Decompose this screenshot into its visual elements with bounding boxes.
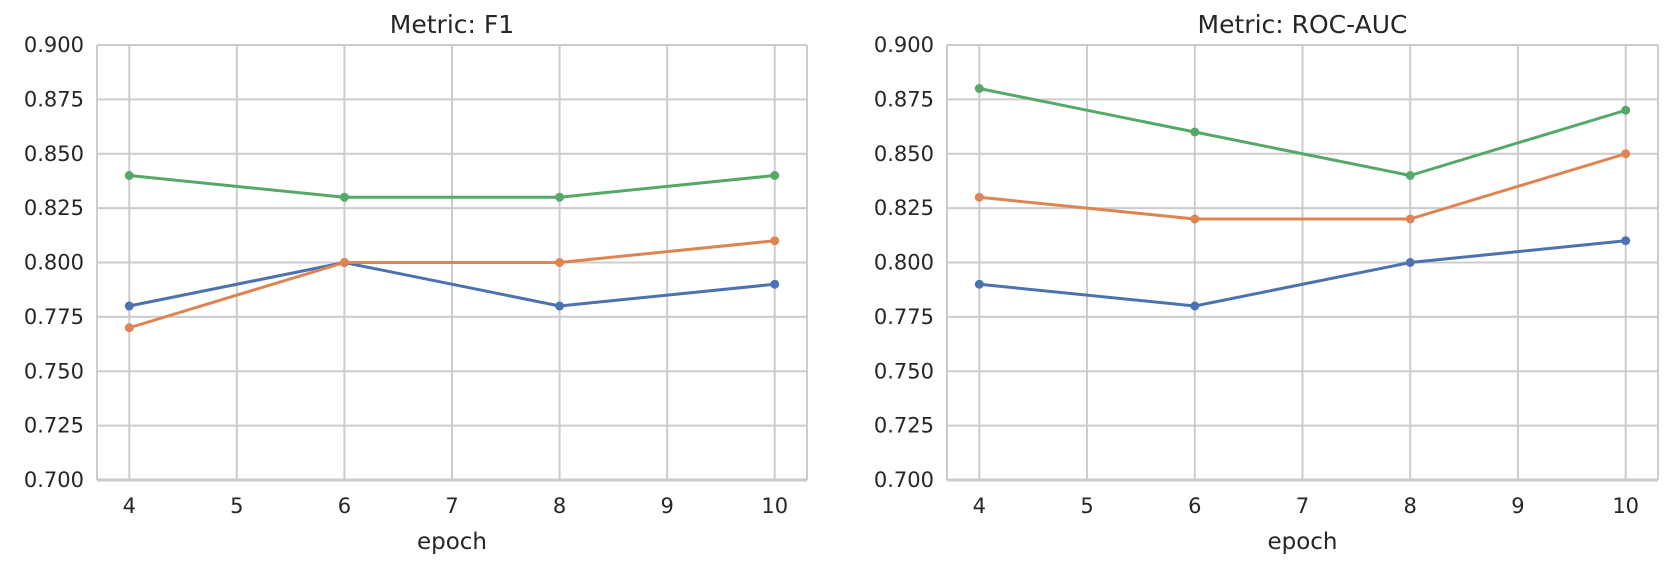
series-line-green xyxy=(977,87,1628,177)
data-point-orange xyxy=(770,236,780,246)
y-tick-label: 0.725 xyxy=(24,414,84,438)
series-line-blue xyxy=(977,239,1628,308)
data-point-green xyxy=(124,171,134,180)
chart-title: Metric: F1 xyxy=(390,10,514,39)
y-tick-label: 0.725 xyxy=(874,414,934,438)
x-tick-label: 9 xyxy=(1511,494,1524,518)
y-tick-label: 0.775 xyxy=(874,305,934,329)
data-point-orange xyxy=(1621,149,1631,159)
data-point-orange xyxy=(1190,214,1200,224)
x-tick-label: 5 xyxy=(230,494,243,518)
y-tick-label: 0.875 xyxy=(24,87,84,111)
data-point-green xyxy=(1190,127,1200,137)
data-point-blue xyxy=(974,279,984,289)
x-tick-label: 7 xyxy=(1296,494,1309,518)
series-line-blue xyxy=(127,261,777,308)
x-tick-label: 8 xyxy=(553,494,566,518)
roc-auc-line-chart: 0.700 0.725 0.750 0.775 0.800 0.825 0.850 0.875… xyxy=(874,10,1659,555)
x-tick-label: 6 xyxy=(338,494,351,518)
x-tick-label: 7 xyxy=(445,494,458,518)
data-point-orange xyxy=(1405,214,1415,224)
data-point-green xyxy=(1405,171,1415,180)
y-tick-label: 0.750 xyxy=(874,359,934,383)
x-axis-label: epoch xyxy=(417,529,487,555)
x-tick-label: 5 xyxy=(1080,494,1093,518)
series-line-orange xyxy=(977,152,1628,221)
y-tick-label: 0.850 xyxy=(24,142,84,166)
x-tick-label: 4 xyxy=(123,494,136,518)
f1-line-chart: 0.700 0.725 0.750 0.775 0.800 0.825 0.850 0.875… xyxy=(24,10,808,555)
subplot-f1: 0.700 0.725 0.750 0.775 0.800 0.825 0.850 0.875… xyxy=(0,0,836,565)
data-point-blue xyxy=(124,301,134,311)
data-point-green xyxy=(555,192,565,202)
x-tick-label: 10 xyxy=(1612,494,1639,518)
x-tick-label: 6 xyxy=(1188,494,1201,518)
y-tick-label: 0.875 xyxy=(874,87,934,111)
data-point-orange xyxy=(555,258,565,267)
y-tick-label: 0.750 xyxy=(24,359,84,383)
y-tick-label: 0.825 xyxy=(874,196,934,220)
data-point-blue xyxy=(555,301,565,311)
data-point-blue xyxy=(1621,236,1631,246)
x-axis-label: epoch xyxy=(1267,529,1337,555)
data-point-blue xyxy=(1190,301,1200,311)
chart-title: Metric: ROC-AUC xyxy=(1198,10,1408,39)
data-point-green xyxy=(770,171,780,180)
y-tick-label: 0.700 xyxy=(24,468,84,492)
x-tick-label: 4 xyxy=(973,494,986,518)
data-point-green xyxy=(1621,105,1631,115)
series-line-green xyxy=(127,174,777,199)
x-tick-label: 8 xyxy=(1404,494,1417,518)
x-tick-label: 10 xyxy=(761,494,788,518)
data-point-blue xyxy=(770,279,780,289)
x-tick-label: 9 xyxy=(660,494,673,518)
y-tick-label: 0.775 xyxy=(24,305,84,329)
y-tick-label: 0.900 xyxy=(24,33,84,57)
data-point-green xyxy=(974,84,984,93)
y-tick-label: 0.700 xyxy=(874,468,934,492)
y-tick-label: 0.800 xyxy=(24,251,84,275)
series-line-orange xyxy=(127,239,777,330)
y-tick-label: 0.800 xyxy=(874,251,934,275)
data-point-green xyxy=(339,192,349,202)
data-point-orange xyxy=(339,258,349,267)
subplot-roc-auc: 0.700 0.725 0.750 0.775 0.800 0.825 0.850 0.875… xyxy=(836,0,1673,565)
y-tick-label: 0.850 xyxy=(874,142,934,166)
data-point-orange xyxy=(124,323,134,333)
y-tick-label: 0.900 xyxy=(874,33,934,57)
data-point-blue xyxy=(1405,258,1415,267)
data-point-orange xyxy=(974,192,984,202)
y-tick-label: 0.825 xyxy=(24,196,84,220)
